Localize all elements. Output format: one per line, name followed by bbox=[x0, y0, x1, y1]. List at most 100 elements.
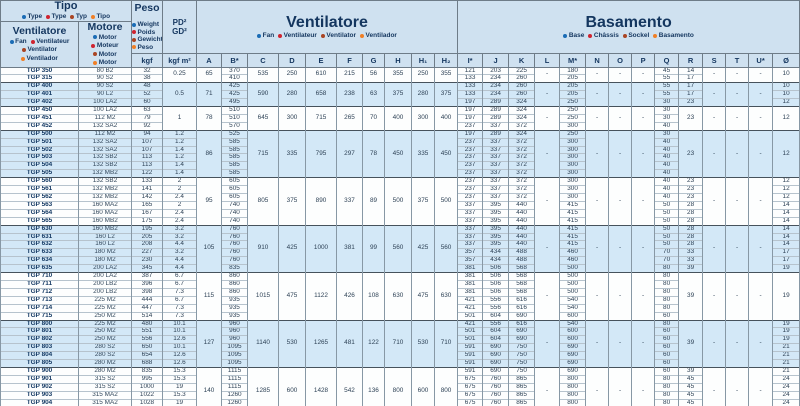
bullet-icon bbox=[90, 14, 95, 19]
cell-u: - bbox=[748, 129, 774, 178]
bullet-icon bbox=[320, 33, 325, 38]
cell-b: 425 bbox=[221, 90, 248, 99]
cell-r: 33 bbox=[678, 248, 704, 257]
cell-i: 133 bbox=[457, 74, 484, 83]
cell-n: - bbox=[585, 177, 610, 226]
cell-a: 86 bbox=[196, 129, 222, 178]
cell-model: TGP 710 bbox=[0, 272, 79, 281]
cell-i: 591 bbox=[457, 359, 484, 368]
cell-model: TGP 350 bbox=[0, 66, 79, 75]
cell-model: TGP 902 bbox=[0, 382, 79, 392]
cell-model: TGP 450 bbox=[0, 106, 79, 115]
cell-q: 80 bbox=[654, 374, 680, 384]
table-row: TGP 801 250 M2 551 10.1 960 501 604 690 600 60 19 bbox=[0, 327, 800, 336]
table-row: TGP 561 132 MB2 141 2 605 237 337 372 300 40 23 12 bbox=[0, 185, 800, 194]
cell-m: 690 bbox=[559, 359, 587, 368]
cell-kgf: 654 bbox=[131, 351, 163, 360]
cell-pd: 1.4 bbox=[162, 145, 197, 154]
cell-kgf: 208 bbox=[131, 240, 163, 249]
lang-fan: Fan bbox=[9, 38, 27, 46]
cell-e: 1122 bbox=[305, 272, 337, 320]
cell-i: 675 bbox=[457, 374, 484, 384]
cell-kgf: 113 bbox=[131, 153, 163, 162]
cell-kgf: 556 bbox=[131, 335, 163, 344]
cell-h: 355 bbox=[384, 66, 412, 83]
cell-motor: 315 S2 bbox=[78, 374, 132, 384]
table-row: TGP 451 112 M2 79 510 197 289 324 250 30 bbox=[0, 113, 800, 123]
lang-motor: Motor bbox=[93, 51, 117, 59]
cell-q: 55 bbox=[654, 74, 680, 83]
col-header: E bbox=[305, 52, 337, 68]
table-row: TGP 802 250 M2 556 12.6 960 501 604 690 600 60 19 bbox=[0, 335, 800, 344]
cell-j: 337 bbox=[482, 177, 510, 186]
pd-line1: PD² bbox=[172, 17, 187, 27]
cell-kgf: 133 bbox=[131, 177, 163, 186]
cell-kgf: 38 bbox=[131, 74, 163, 83]
cell-k: 260 bbox=[508, 90, 536, 99]
cell-b: 370 bbox=[221, 66, 248, 75]
cell-j: 289 bbox=[482, 113, 510, 123]
cell-dia: 12 bbox=[772, 98, 800, 107]
cell-j: 434 bbox=[482, 256, 510, 265]
cell-k: 372 bbox=[508, 177, 536, 186]
cell-model: TGP 563 bbox=[0, 200, 79, 210]
cell-j: 337 bbox=[482, 169, 510, 178]
cell-o: - bbox=[608, 272, 633, 320]
cell-a: 127 bbox=[196, 319, 222, 368]
cell-i: 197 bbox=[457, 129, 484, 139]
cell-j: 604 bbox=[482, 327, 510, 336]
cell-pd: 10.1 bbox=[162, 319, 197, 328]
bullet-icon bbox=[93, 52, 98, 57]
cell-k: 568 bbox=[508, 264, 536, 273]
cell-model: TGP 903 bbox=[0, 390, 79, 400]
cell-r: 28 bbox=[678, 224, 704, 234]
table-row: TGP 803 280 S2 650 10.1 1095 591 690 750 690 60 21 bbox=[0, 343, 800, 352]
cell-m: 540 bbox=[559, 295, 587, 305]
col-header: J bbox=[482, 52, 510, 68]
cell-i: 501 bbox=[457, 311, 484, 320]
table-row: TGP 562 132 MB2 142 2.4 605 237 337 372 300 40 23 1… bbox=[0, 193, 800, 202]
cell-pd: 7.3 bbox=[162, 303, 197, 313]
cell-m: 250 bbox=[559, 98, 587, 107]
lang-sockel: Sockel bbox=[622, 32, 649, 40]
cell-q: 50 bbox=[654, 216, 680, 226]
cell-m: 415 bbox=[559, 208, 587, 218]
cell-model: TGP 504 bbox=[0, 161, 79, 170]
cell-motor: 132 SA2 bbox=[78, 137, 132, 147]
cell-k: 372 bbox=[508, 193, 536, 202]
cell-f: 337 bbox=[336, 177, 363, 226]
cell-q: 55 bbox=[654, 82, 680, 91]
cell-pd: 4.4 bbox=[162, 240, 197, 249]
motor-column-title: Motore bbox=[87, 21, 123, 33]
cell-b: 1095 bbox=[221, 343, 248, 352]
cell-k: 488 bbox=[508, 248, 536, 257]
cell-i: 421 bbox=[457, 319, 484, 328]
cell-q: 50 bbox=[654, 200, 680, 210]
cell-c: 645 bbox=[247, 106, 279, 131]
cell-b: 760 bbox=[221, 256, 248, 265]
cell-c: 715 bbox=[247, 129, 279, 178]
cell-motor: 132 MB2 bbox=[78, 185, 132, 194]
col-header: G bbox=[362, 52, 385, 68]
cell-i: 197 bbox=[457, 113, 484, 123]
cell-m: 300 bbox=[559, 145, 587, 154]
ventilatore-langs: Fan Ventilateur Ventilator Ventilador bbox=[198, 32, 457, 40]
cell-i: 337 bbox=[457, 232, 484, 241]
table-row: TGP 903 315 MA2 1022 15.3 1260 675 760 865 800 80… bbox=[0, 390, 800, 400]
cell-g: 70 bbox=[362, 106, 385, 131]
cell-j: 604 bbox=[482, 311, 510, 320]
cell-l: - bbox=[534, 319, 561, 368]
motor-column-header: Motore Motor Moteur Motor Motor bbox=[78, 20, 132, 68]
tipo-langs: Type Type Typ Tipo bbox=[2, 13, 131, 20]
cell-h2: 800 bbox=[433, 366, 459, 406]
cell-r: 17 bbox=[678, 82, 704, 91]
cell-kgf: 387 bbox=[131, 272, 163, 281]
table-row: TGP 634 180 M2 230 4.4 760 357 434 488 460 70 33 17 bbox=[0, 256, 800, 265]
cell-n: - bbox=[585, 224, 610, 273]
cell-kgf: 52 bbox=[131, 90, 163, 99]
cell-i: 421 bbox=[457, 295, 484, 305]
cell-l: - bbox=[534, 366, 561, 406]
cell-k: 750 bbox=[508, 351, 536, 360]
cell-n: - bbox=[585, 319, 610, 368]
